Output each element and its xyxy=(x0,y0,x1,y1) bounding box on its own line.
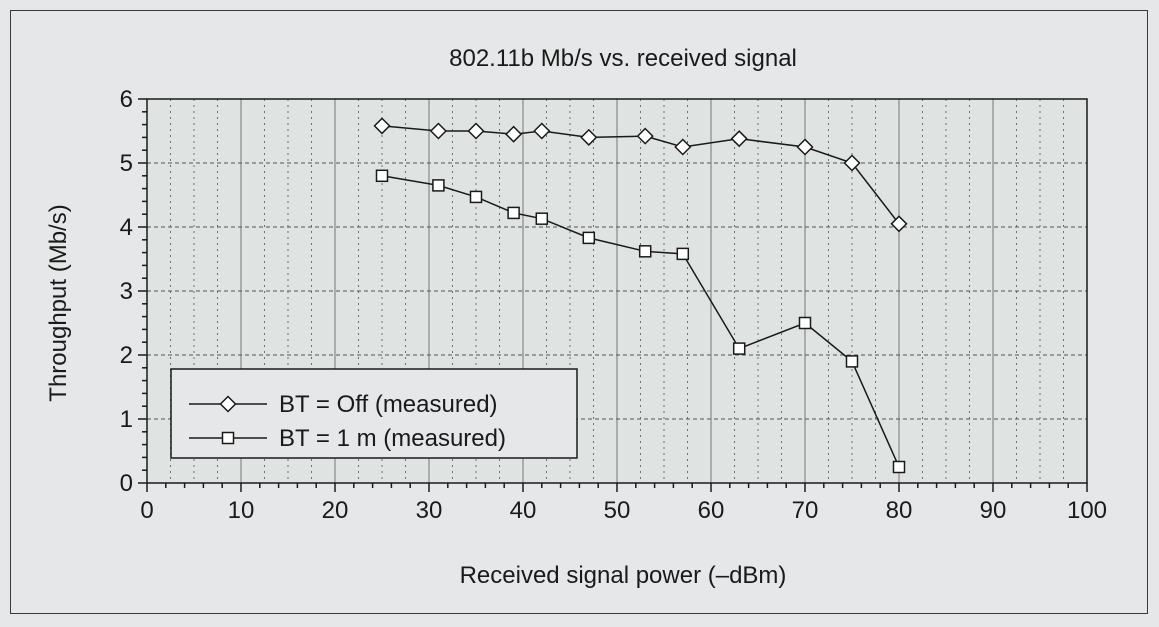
data-point-square xyxy=(676,247,690,261)
data-point-diamond xyxy=(505,125,523,143)
data-point-square xyxy=(732,342,746,355)
data-point-square xyxy=(469,190,483,204)
x-tick-label: 30 xyxy=(416,497,443,524)
data-point-square xyxy=(892,460,906,474)
series-line-square xyxy=(381,175,900,468)
data-point-square xyxy=(798,316,812,330)
data-point-diamond xyxy=(373,117,391,135)
data-point-diamond xyxy=(730,130,748,148)
x-tick-label: 90 xyxy=(980,497,1007,524)
x-tick-label: 10 xyxy=(228,497,255,524)
x-axis-label: Received signal power (–dBm) xyxy=(460,562,787,589)
data-point-diamond xyxy=(890,215,908,233)
chart-figure: 802.11b Mb/s vs. received signal 0 10 20 30… xyxy=(10,10,1148,614)
data-point-diamond xyxy=(580,128,598,146)
x-tick-label: 80 xyxy=(886,497,913,524)
data-point-diamond xyxy=(467,122,485,140)
chart-title: 802.11b Mb/s vs. received signal xyxy=(449,45,797,72)
x-tick-label: 20 xyxy=(322,497,349,524)
data-point-diamond xyxy=(843,154,861,172)
data-point-square xyxy=(638,245,652,258)
y-tick-label: 1 xyxy=(120,406,133,433)
x-tick-label: 0 xyxy=(140,497,153,524)
y-tick-label: 5 xyxy=(120,150,133,177)
y-axis-label: Throughput (Mb/s) xyxy=(45,204,72,401)
data-point-square xyxy=(582,231,596,245)
data-point-diamond xyxy=(636,127,654,145)
x-tick-label: 70 xyxy=(792,497,819,524)
y-tick-label: 0 xyxy=(120,470,133,497)
legend: BT = Off (measured) BT = 1 m (measured) xyxy=(170,368,578,459)
chart-svg: 802.11b Mb/s vs. received signal 0 10 20 30… xyxy=(45,45,1107,589)
data-point-square xyxy=(507,206,520,220)
data-point-diamond xyxy=(533,122,551,140)
data-point-square xyxy=(375,169,389,183)
x-tick-label: 100 xyxy=(1067,497,1107,524)
data-point-diamond xyxy=(796,138,814,156)
y-tick-label: 2 xyxy=(120,342,133,369)
legend-box xyxy=(170,368,578,459)
data-point-square xyxy=(535,212,549,225)
y-tick-label: 4 xyxy=(120,214,133,241)
data-point-diamond xyxy=(674,138,692,156)
x-tick-label: 40 xyxy=(510,497,537,524)
data-point-diamond xyxy=(429,122,447,140)
legend-entry-label: BT = 1 m (measured) xyxy=(279,425,506,452)
legend-marker-square xyxy=(221,431,235,445)
x-tick-label: 50 xyxy=(604,497,631,524)
legend-entry-label: BT = Off (measured) xyxy=(279,391,498,418)
x-tick-label: 60 xyxy=(698,497,725,524)
y-tick-label: 3 xyxy=(120,278,133,305)
data-point-square xyxy=(845,355,859,368)
legend-marker-diamond xyxy=(219,395,237,413)
data-point-square xyxy=(432,179,445,192)
y-tick-label: 6 xyxy=(120,86,133,113)
